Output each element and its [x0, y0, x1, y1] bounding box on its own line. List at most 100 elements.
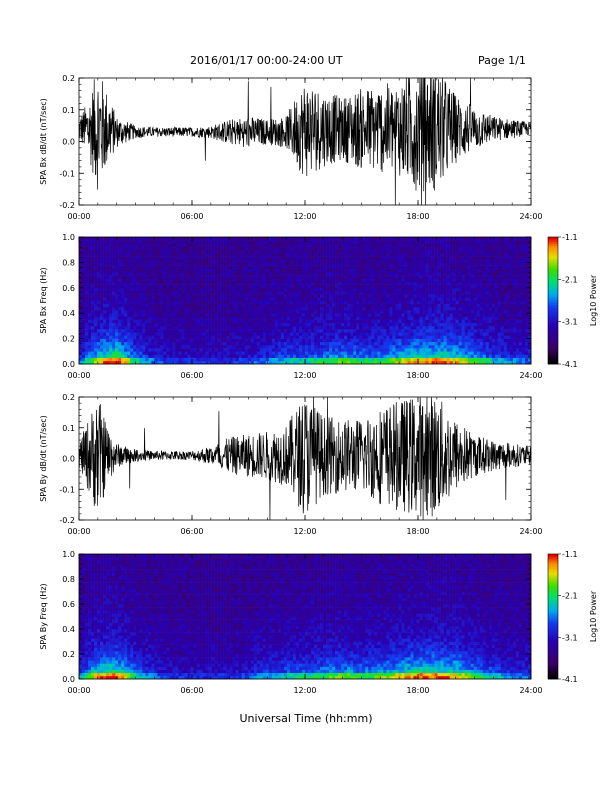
heatmap-cell: [377, 256, 381, 260]
heatmap-cell: [193, 357, 197, 362]
heatmap-cell: [94, 306, 98, 311]
heatmap-cell: [250, 351, 255, 355]
heatmap-cell: [274, 243, 279, 247]
heatmap-cell: [356, 348, 360, 352]
heatmap-cell: [148, 335, 152, 339]
heatmap-cell: [205, 294, 209, 298]
heatmap-cell: [286, 265, 291, 270]
heatmap-cell: [139, 284, 143, 289]
heatmap-cell: [223, 316, 227, 320]
heatmap-cell: [148, 313, 152, 317]
heatmap-cell: [404, 357, 408, 362]
heatmap-cell: [172, 335, 176, 339]
heatmap-cell: [172, 278, 176, 282]
heatmap-cell: [353, 297, 357, 301]
heatmap-cell: [344, 348, 348, 352]
heatmap-cell: [91, 357, 95, 362]
heatmap-cell: [175, 252, 179, 257]
heatmap-cell: [292, 275, 297, 279]
heatmap-cell: [184, 268, 188, 273]
heatmap-cell: [341, 287, 345, 292]
heatmap-cell: [344, 275, 348, 279]
heatmap-cell: [133, 240, 137, 244]
heatmap-cell: [265, 332, 270, 336]
heatmap-cell: [329, 322, 333, 327]
heatmap-cell: [157, 316, 161, 320]
heatmap-cell: [127, 256, 131, 260]
heatmap-cell: [244, 297, 249, 301]
heatmap-cell: [175, 265, 179, 270]
heatmap-cell: [311, 275, 315, 279]
heatmap-cell: [181, 310, 185, 314]
heatmap-cell: [317, 325, 321, 330]
heatmap-cell: [196, 284, 200, 289]
heatmap-cell: [377, 357, 381, 362]
heatmap-cell: [298, 265, 303, 270]
heatmap-cell: [256, 300, 261, 304]
heatmap-cell: [425, 290, 429, 295]
heatmap-cell: [238, 360, 243, 365]
heatmap-cell: [344, 354, 348, 358]
heatmap-cell: [271, 271, 276, 276]
heatmap-cell: [196, 249, 200, 254]
heatmap-cell: [241, 310, 246, 314]
heatmap-cell: [356, 357, 360, 362]
heatmap-cell: [148, 319, 152, 324]
heatmap-cell: [422, 284, 426, 289]
heatmap-cell: [295, 243, 300, 247]
heatmap-cell: [241, 303, 246, 308]
heatmap-cell: [365, 332, 369, 336]
heatmap-cell: [428, 284, 432, 289]
heatmap-cell: [350, 246, 354, 250]
heatmap-cell: [103, 243, 107, 247]
heatmap-cell: [109, 338, 113, 343]
heatmap-cell: [371, 252, 375, 257]
heatmap-cell: [103, 338, 107, 343]
heatmap-cell: [280, 335, 285, 339]
heatmap-cell: [422, 325, 426, 330]
heatmap-cell: [124, 252, 128, 257]
heatmap-cell: [217, 284, 221, 289]
heatmap-cell: [106, 259, 110, 263]
heatmap-cell: [139, 341, 143, 346]
heatmap-cell: [425, 344, 429, 349]
heatmap-cell: [202, 306, 206, 311]
heatmap-cell: [311, 284, 315, 289]
heatmap-cell: [371, 300, 375, 304]
heatmap-cell: [259, 300, 264, 304]
heatmap-cell: [377, 249, 381, 254]
heatmap-cell: [341, 249, 345, 254]
heatmap-cell: [277, 275, 282, 279]
heatmap-cell: [407, 243, 411, 247]
heatmap-cell: [256, 278, 261, 282]
heatmap-cell: [404, 341, 408, 346]
heatmap-cell: [94, 354, 98, 358]
heatmap-cell: [428, 303, 432, 308]
heatmap-cell: [416, 262, 420, 266]
heatmap-cell: [341, 275, 345, 279]
heatmap-cell: [434, 341, 438, 346]
heatmap-cell: [214, 325, 218, 330]
heatmap-cell: [365, 360, 369, 365]
heatmap-cell: [118, 332, 122, 336]
heatmap-cell: [79, 360, 83, 365]
heatmap-cell: [253, 306, 258, 311]
heatmap-cell: [317, 341, 321, 346]
heatmap-cell: [136, 249, 140, 254]
heatmap-cell: [410, 360, 414, 365]
heatmap-cell: [419, 360, 423, 365]
heatmap-cell: [298, 357, 303, 362]
heatmap-cell: [274, 351, 279, 355]
heatmap-cell: [190, 246, 194, 250]
heatmap-cell: [166, 240, 170, 244]
heatmap-cell: [305, 325, 309, 330]
heatmap-cell: [124, 344, 128, 349]
heatmap-cell: [443, 300, 447, 304]
heatmap-cell: [407, 319, 411, 324]
heatmap-cell: [386, 303, 390, 308]
heatmap-cell: [244, 325, 249, 330]
heatmap-cell: [434, 275, 438, 279]
heatmap-cell: [121, 256, 125, 260]
heatmap-cell: [283, 278, 288, 282]
heatmap-cell: [274, 265, 279, 270]
